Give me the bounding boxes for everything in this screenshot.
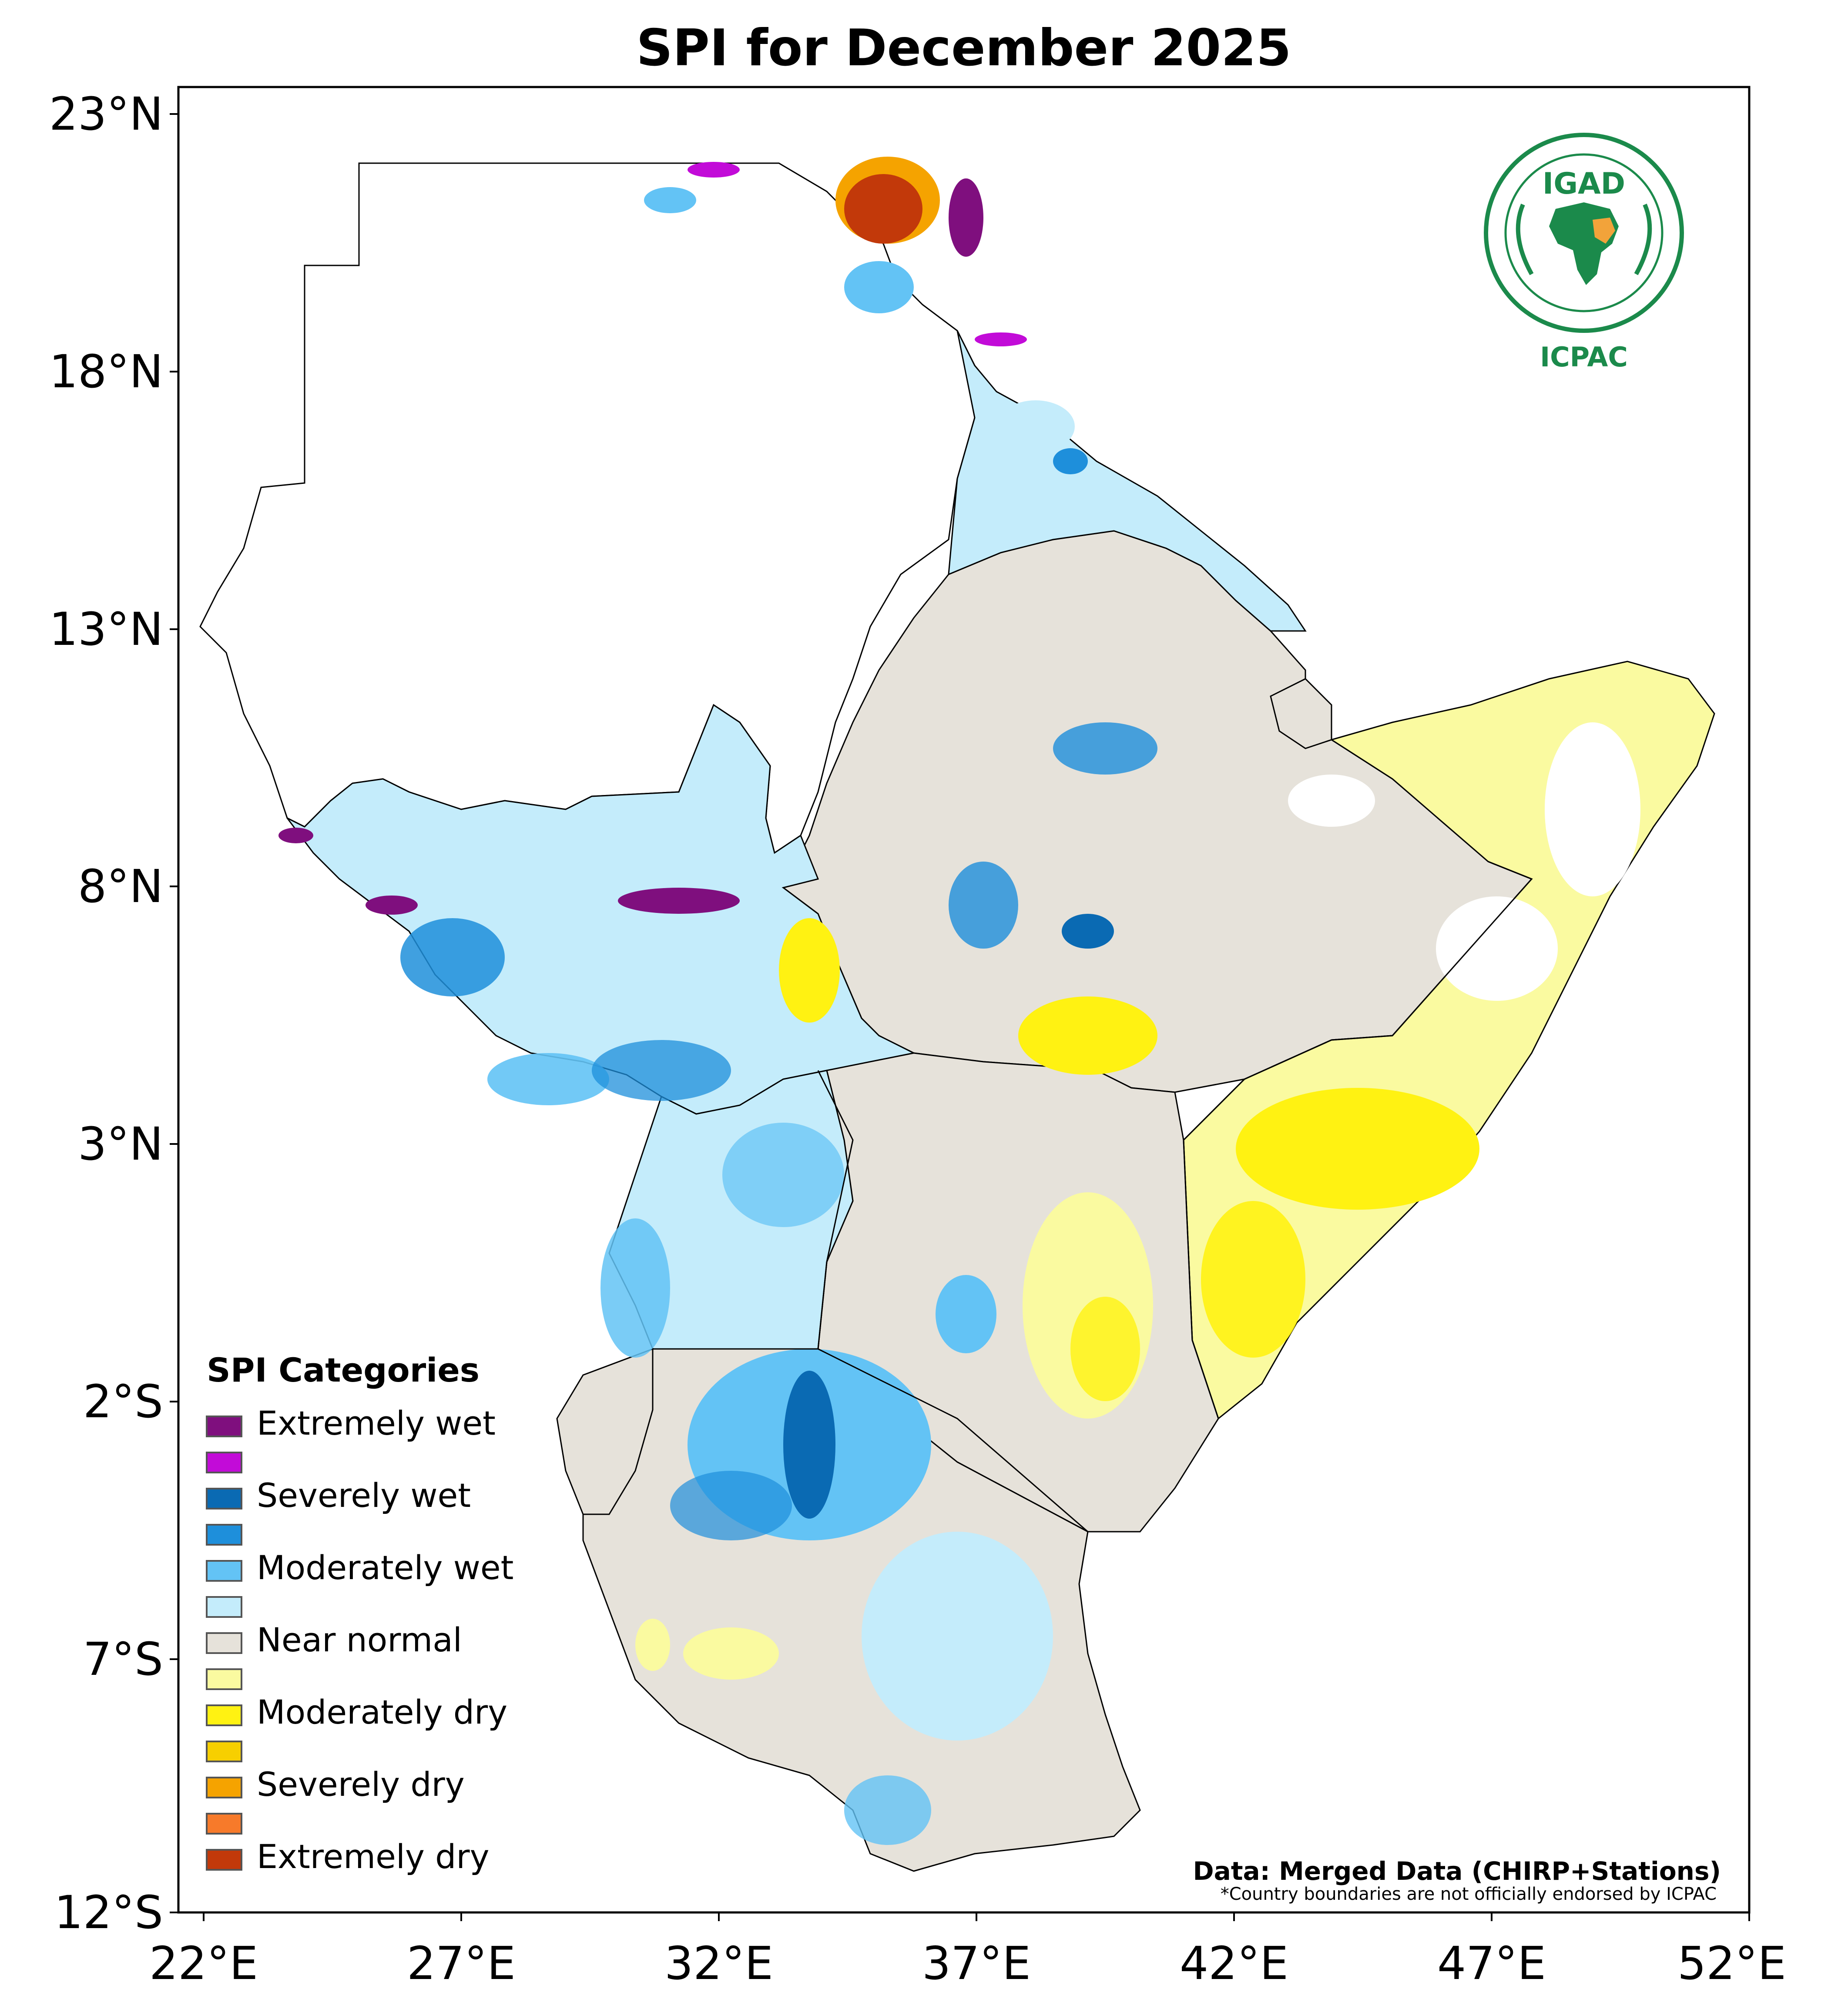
legend-swatch [206, 1560, 242, 1582]
y-tick-label: 18°N [49, 345, 163, 398]
djibouti-region [1270, 678, 1332, 749]
legend-title: SPI Categories [207, 1351, 480, 1389]
boundary-disclaimer: *Country boundaries are not officially e… [1221, 1884, 1717, 1904]
legend-swatch [206, 1704, 242, 1726]
data-source-credit: Data: Merged Data (CHIRP+Stations) [1193, 1856, 1721, 1886]
x-tick-label: 52°E [1677, 1937, 1786, 1990]
y-tick-label: 13°N [49, 603, 163, 656]
x-tick-label: 42°E [1180, 1937, 1288, 1990]
x-tick-label: 27°E [407, 1937, 516, 1990]
legend-swatch [206, 1849, 242, 1871]
icpac-logo: IGAD ICPAC [1484, 133, 1684, 373]
legend-swatch [206, 1668, 242, 1690]
legend-label: Severely dry [257, 1765, 465, 1804]
map-area [199, 157, 1715, 1872]
y-axis: 23°N 18°N 13°N 8°N 3°N 2°S 7°S 12°S [49, 87, 178, 1939]
y-tick-label: 23°N [49, 87, 163, 141]
legend-swatch [206, 1632, 242, 1654]
country-borders [653, 861, 1533, 1533]
y-tick-label: 2°S [83, 1375, 163, 1428]
rwanda-burundi-region [556, 1348, 654, 1515]
x-axis: 22°E 27°E 32°E 37°E 42°E 47°E 52°E [149, 1912, 1786, 1990]
legend-swatch [206, 1777, 242, 1798]
legend-label: Extremely dry [257, 1837, 490, 1876]
legend-label: Moderately wet [257, 1548, 513, 1587]
legend: SPI Categories Extremely wet Severely wet… [206, 1351, 513, 1876]
legend-label: Near normal [257, 1620, 462, 1659]
extreme-wet-anomalies [278, 162, 1027, 915]
wet-anomalies [400, 187, 1157, 1845]
legend-swatch [206, 1741, 242, 1762]
south-sudan-region [286, 704, 916, 1115]
x-tick-label: 37°E [922, 1937, 1031, 1990]
legend-swatch [206, 1488, 242, 1509]
logo-inner-ring [1504, 153, 1664, 312]
legend-label: Severely wet [257, 1476, 471, 1515]
x-tick-label: 22°E [149, 1937, 258, 1990]
y-tick-label: 3°N [78, 1117, 163, 1171]
y-tick-label: 12°S [54, 1886, 163, 1939]
legend-swatch [206, 1452, 242, 1473]
logo-acronym: IGAD [1543, 167, 1625, 201]
logo-laurel-left-icon [1516, 204, 1534, 275]
legend-items: Extremely wet Severely wet Moderately wet N… [206, 1404, 513, 1876]
logo-region-icon [1593, 218, 1615, 244]
legend-swatch [206, 1596, 242, 1618]
legend-label: Extremely wet [257, 1404, 496, 1442]
legend-swatch [206, 1524, 242, 1546]
legend-swatch [206, 1813, 242, 1835]
y-tick-label: 8°N [78, 860, 163, 913]
logo-laurel-right-icon [1634, 204, 1652, 275]
logo-name: ICPAC [1540, 341, 1628, 373]
dry-anomalies [635, 157, 1640, 1680]
x-tick-label: 32°E [664, 1937, 773, 1990]
x-tick-label: 47°E [1437, 1937, 1546, 1990]
legend-label: Moderately dry [257, 1693, 507, 1731]
y-tick-label: 7°S [83, 1633, 163, 1686]
map-title: SPI for December 2025 [636, 19, 1291, 77]
legend-swatch [206, 1416, 242, 1437]
